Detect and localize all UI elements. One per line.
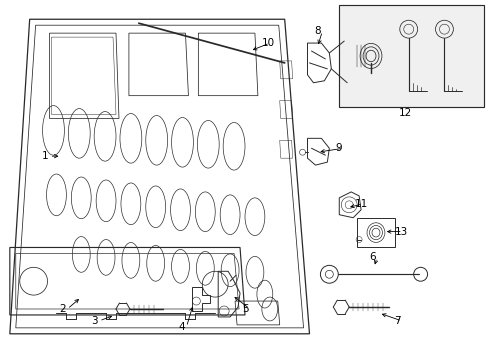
Text: 13: 13 (394, 226, 407, 237)
Text: 4: 4 (178, 322, 185, 332)
Text: 5: 5 (242, 304, 248, 314)
Text: 12: 12 (398, 108, 411, 117)
Text: 11: 11 (354, 199, 367, 209)
Bar (356, 218, 394, 247)
Text: 9: 9 (335, 143, 341, 153)
Text: 8: 8 (314, 26, 321, 36)
Text: 3: 3 (91, 316, 98, 326)
Text: 6: 6 (368, 252, 375, 262)
Text: 10: 10 (262, 38, 274, 48)
Text: 7: 7 (393, 316, 400, 326)
Text: 1: 1 (41, 151, 48, 161)
Text: 2: 2 (60, 304, 66, 314)
Bar (339, 5, 483, 107)
